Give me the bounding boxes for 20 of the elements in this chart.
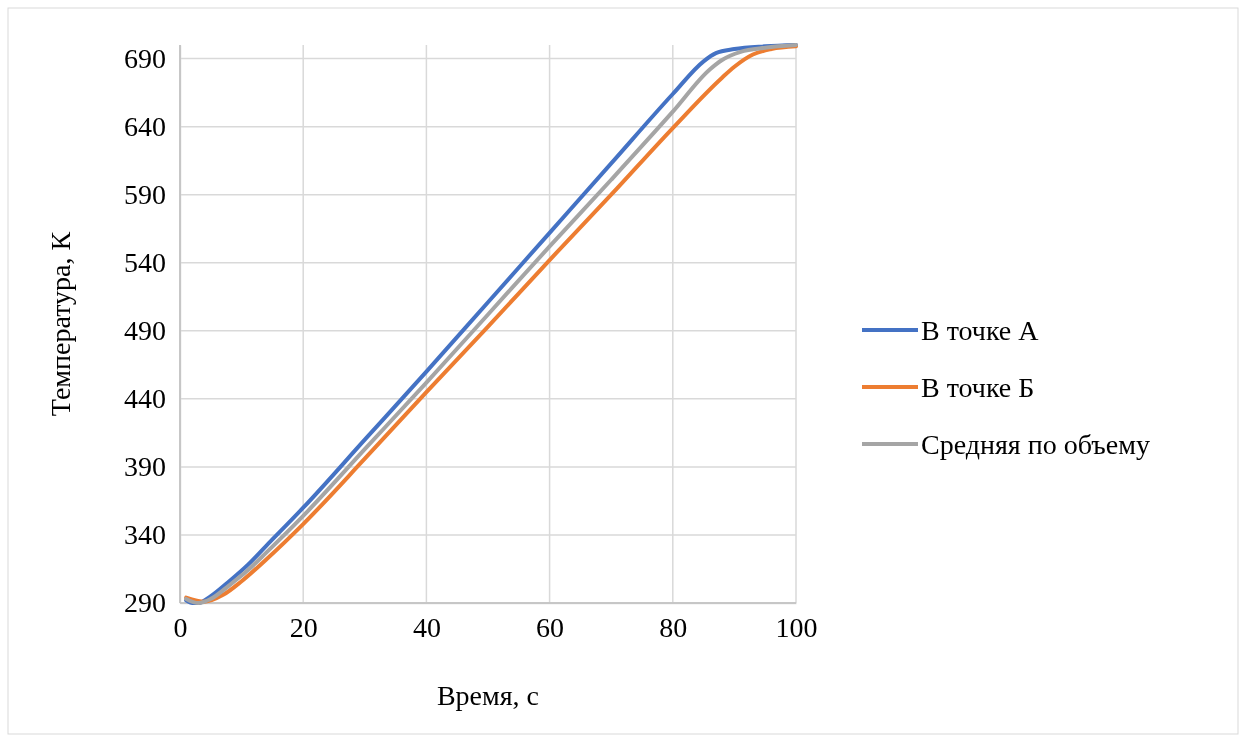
y-tick-label: 540 xyxy=(124,247,166,279)
y-tick-label: 590 xyxy=(124,179,166,211)
y-tick-label: 490 xyxy=(124,315,166,347)
legend-label: В точке А xyxy=(921,315,1040,346)
y-tick-label: 290 xyxy=(124,587,166,619)
x-tick-label: 40 xyxy=(412,611,441,643)
y-tick-label: 340 xyxy=(124,519,166,551)
legend-label: Средняя по объему xyxy=(921,429,1150,460)
x-tick-label: 20 xyxy=(289,611,318,643)
y-tick-label: 440 xyxy=(124,383,166,415)
y-axis-title: Температура, К xyxy=(45,231,76,417)
y-tick-label: 690 xyxy=(124,43,166,75)
x-tick-label: 100 xyxy=(775,611,818,643)
x-axis-title: Время, с xyxy=(436,680,540,711)
y-tick-label: 390 xyxy=(124,451,166,483)
x-tick-label: 60 xyxy=(536,611,565,643)
legend-label: В точке Б xyxy=(921,372,1035,403)
x-tick-label: 0 xyxy=(173,611,188,643)
x-tick-label: 80 xyxy=(659,611,688,643)
y-tick-label: 640 xyxy=(124,111,166,143)
